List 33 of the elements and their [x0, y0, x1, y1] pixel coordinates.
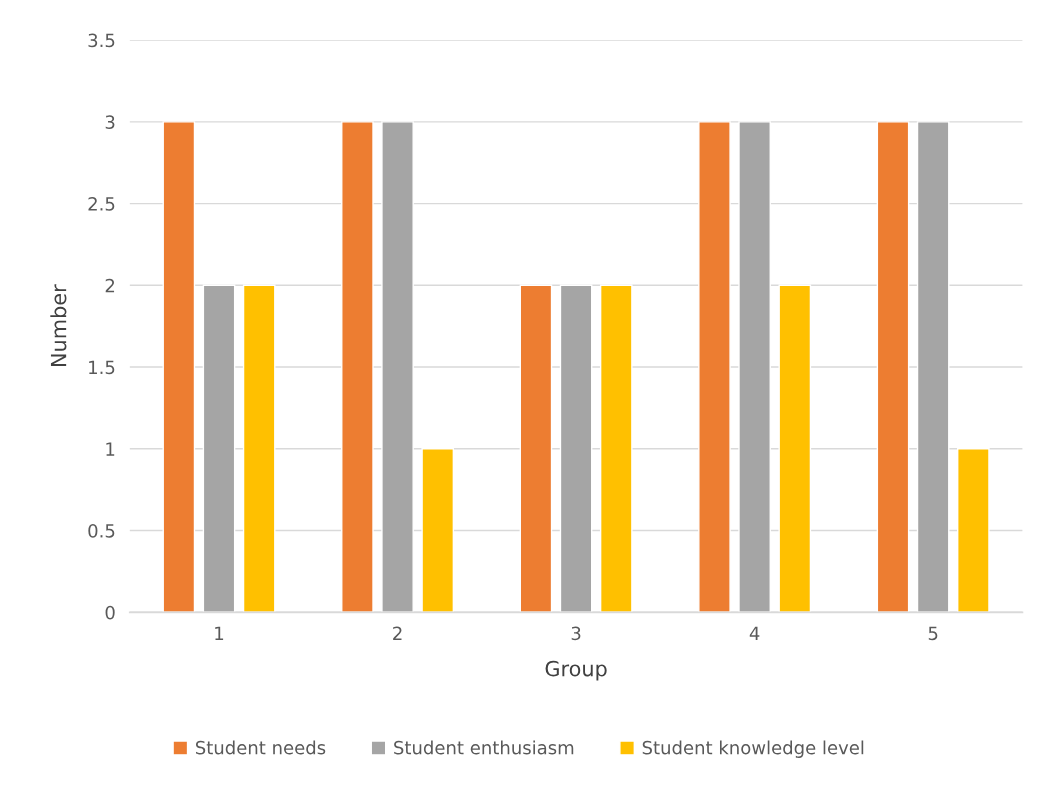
y-axis-title: Number [50, 284, 67, 366]
x-tick-label: 4 [749, 626, 760, 640]
bar [698, 121, 731, 613]
bar [421, 448, 455, 613]
legend-label: Student needs [195, 740, 326, 755]
y-tick-label: 2 [105, 278, 115, 293]
bar [876, 121, 910, 613]
bar [738, 121, 771, 613]
y-tick-label: 0 [105, 605, 115, 620]
legend-label: Student enthusiasm [394, 740, 574, 755]
bar [519, 284, 553, 613]
y-tick-label: 1.5 [89, 360, 115, 375]
y-tick-label: 2.5 [88, 197, 115, 211]
bar [957, 448, 990, 613]
bar [916, 121, 950, 613]
bar [162, 121, 196, 613]
bar [242, 284, 276, 613]
bar [341, 121, 374, 613]
x-tick-label: 1 [215, 626, 224, 640]
bar [559, 284, 593, 613]
bar [778, 284, 812, 613]
x-axis-title: Group [545, 660, 607, 681]
bar [381, 121, 414, 613]
bar [202, 284, 236, 613]
y-tick-label: 3.5 [88, 33, 115, 48]
bar [599, 284, 633, 613]
y-tick-label: 1 [106, 442, 115, 456]
x-tick-label: 5 [928, 626, 938, 641]
y-tick-label: 0.5 [88, 524, 115, 538]
x-tick-label: 2 [393, 626, 402, 640]
legend-label: Student knowledge level [642, 740, 864, 758]
x-tick-label: 3 [571, 626, 581, 641]
y-tick-label: 3 [105, 115, 115, 129]
